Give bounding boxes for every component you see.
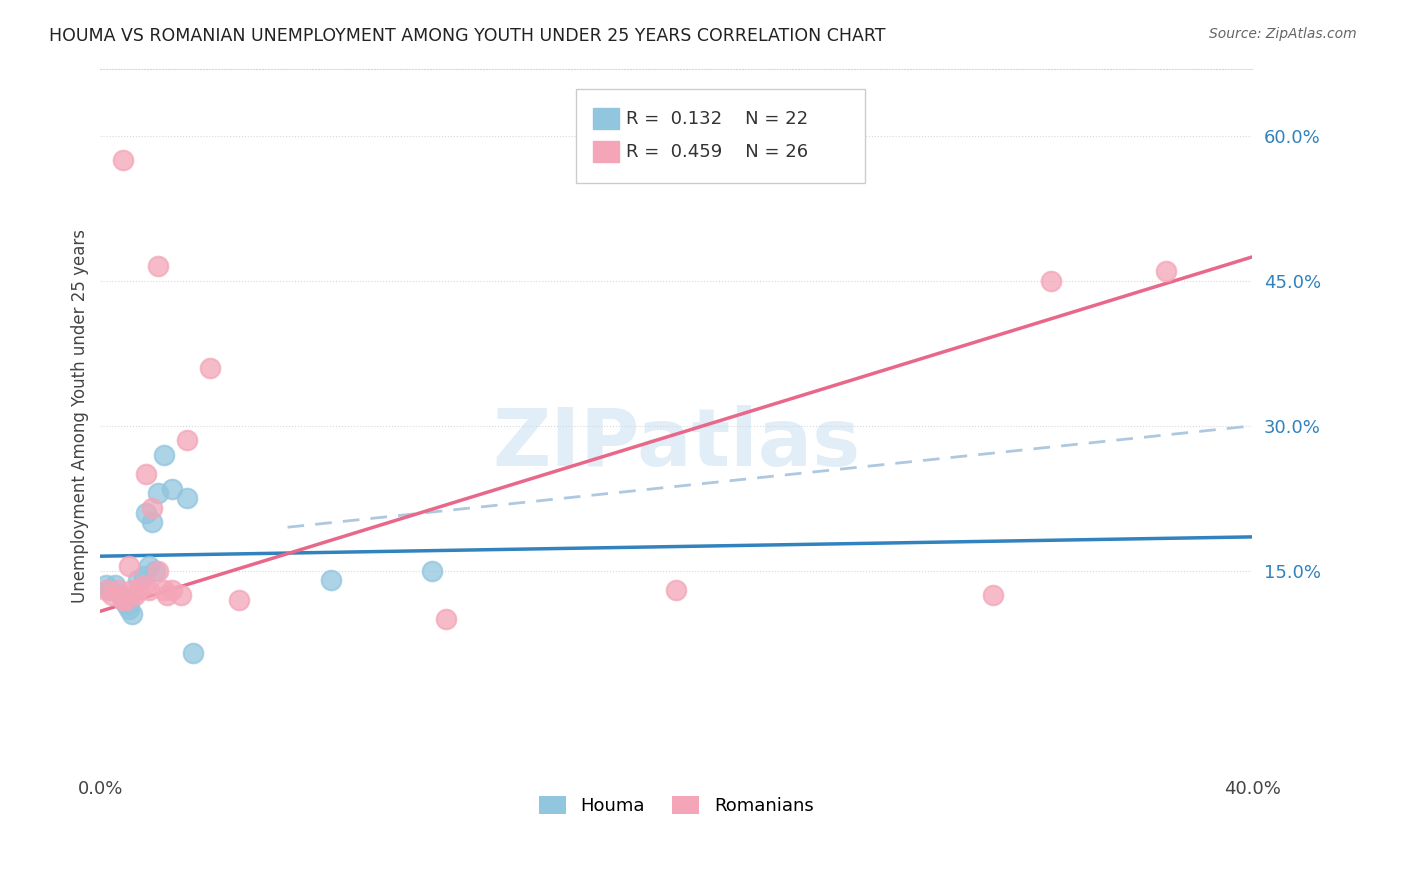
Point: [101, 588, 124, 602]
Point: [146, 564, 169, 578]
Point: [1154, 264, 1177, 278]
Point: [152, 448, 174, 462]
Text: HOUMA VS ROMANIAN UNEMPLOYMENT AMONG YOUTH UNDER 25 YEARS CORRELATION CHART: HOUMA VS ROMANIAN UNEMPLOYMENT AMONG YOU…: [49, 27, 886, 45]
Point: [127, 582, 149, 597]
Text: ZIPatlas: ZIPatlas: [492, 405, 860, 483]
Point: [94, 578, 117, 592]
Point: [110, 588, 132, 602]
Point: [112, 592, 135, 607]
Point: [135, 467, 157, 482]
Point: [132, 568, 155, 582]
Point: [146, 260, 169, 274]
Point: [135, 506, 157, 520]
Point: [141, 516, 163, 530]
Point: [138, 582, 160, 597]
Point: [132, 578, 155, 592]
Point: [162, 482, 184, 496]
Point: [143, 564, 166, 578]
Point: [170, 588, 193, 602]
Point: [118, 602, 141, 616]
Point: [981, 588, 1004, 602]
Point: [198, 360, 221, 375]
Text: R =  0.459    N = 26: R = 0.459 N = 26: [626, 143, 808, 161]
Point: [112, 153, 135, 168]
Point: [98, 582, 121, 597]
Point: [115, 592, 138, 607]
Point: [107, 582, 129, 597]
Point: [319, 574, 342, 588]
Point: [152, 582, 174, 597]
Point: [110, 588, 132, 602]
Point: [146, 486, 169, 500]
Point: [434, 612, 457, 626]
Point: [155, 588, 177, 602]
Text: R =  0.132    N = 22: R = 0.132 N = 22: [626, 110, 808, 128]
Point: [118, 558, 141, 573]
Point: [115, 598, 138, 612]
Legend: Houma, Romanians: Houma, Romanians: [530, 787, 823, 824]
Point: [121, 607, 143, 621]
Point: [138, 558, 160, 573]
Point: [665, 582, 688, 597]
Point: [181, 646, 204, 660]
Point: [420, 564, 443, 578]
Point: [1039, 274, 1062, 288]
Text: Source: ZipAtlas.com: Source: ZipAtlas.com: [1209, 27, 1357, 41]
Point: [124, 588, 146, 602]
Point: [121, 582, 143, 597]
Point: [162, 582, 184, 597]
Point: [94, 582, 117, 597]
Point: [127, 574, 149, 588]
Point: [112, 592, 135, 607]
Point: [104, 578, 127, 592]
Point: [176, 491, 198, 506]
Y-axis label: Unemployment Among Youth under 25 years: Unemployment Among Youth under 25 years: [72, 229, 89, 603]
Point: [176, 434, 198, 448]
Point: [118, 598, 141, 612]
Point: [228, 592, 250, 607]
Point: [141, 500, 163, 515]
